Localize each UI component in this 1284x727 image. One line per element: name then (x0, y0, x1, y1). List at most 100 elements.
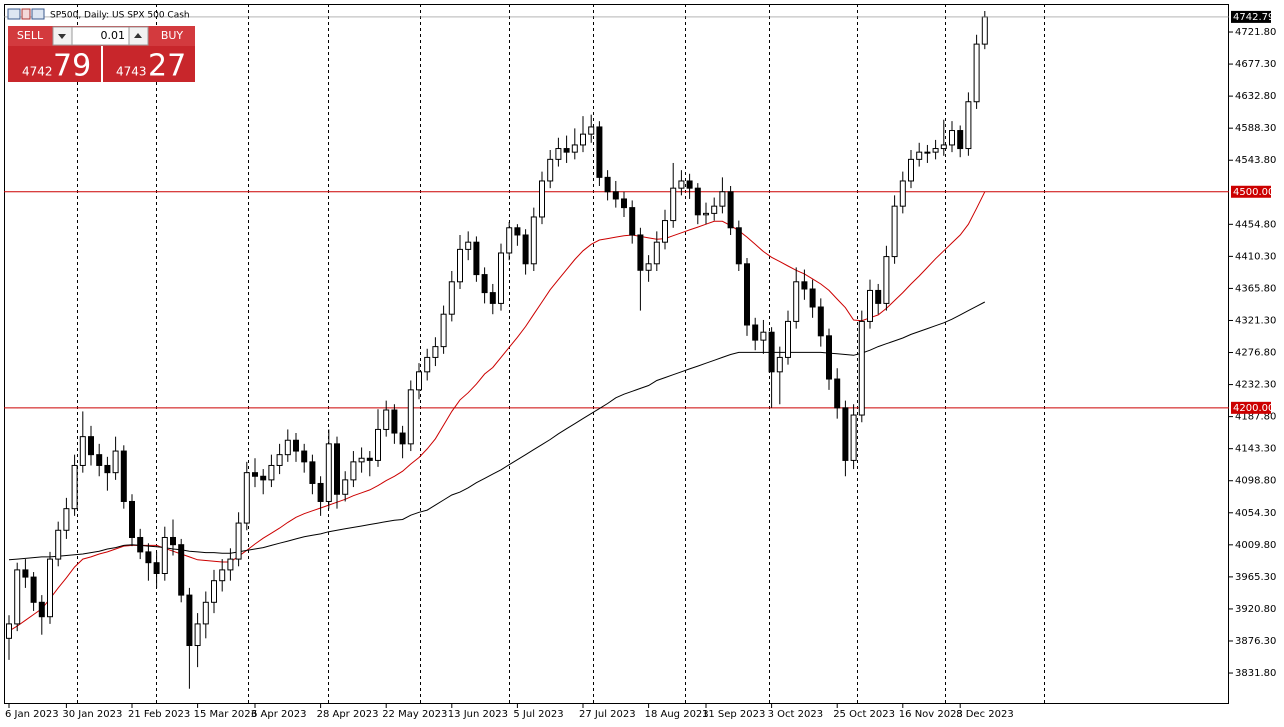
candle-body (96, 454, 103, 466)
candle-body (473, 241, 480, 276)
level-label: 4200.00 (1233, 403, 1274, 414)
y-tick-label: 4677.30 (1235, 59, 1276, 70)
y-tick-label: 4410.30 (1235, 251, 1276, 262)
candle-body (694, 187, 701, 216)
candle-body (768, 331, 775, 373)
buy-button[interactable]: BUY (161, 29, 184, 42)
candle-body (202, 601, 209, 625)
volume-value: 0.01 (101, 29, 126, 42)
y-tick-label: 4321.30 (1235, 315, 1276, 326)
candle-body (153, 562, 160, 574)
candle-body (727, 191, 734, 229)
candle-body (981, 16, 988, 45)
candle-body (621, 198, 627, 209)
last-price-label: 4742.79 (1233, 12, 1274, 23)
candle-body (506, 227, 513, 254)
ask-main: 4743 (116, 65, 147, 79)
candle-body (325, 443, 332, 502)
candle-body (522, 234, 529, 265)
candle-body (571, 144, 578, 153)
candle-body (932, 148, 939, 153)
candle-body (416, 371, 422, 391)
y-tick-label: 3876.30 (1235, 636, 1276, 647)
x-tick-label: 8 Dec 2023 (956, 709, 1014, 720)
candle-body (834, 378, 841, 409)
candle-body (891, 205, 898, 258)
candle-body (440, 313, 447, 348)
candle-body (867, 289, 873, 322)
plot-frame (4, 4, 1229, 704)
candle-body (186, 594, 193, 647)
y-tick-label: 4543.80 (1235, 155, 1276, 166)
header: SP500, Daily: US SPX 500 Cash (7, 8, 190, 21)
x-tick-label: 3 Oct 2023 (768, 709, 823, 720)
candle-body (760, 331, 767, 341)
candle-body (637, 234, 644, 271)
candle-body (530, 216, 537, 265)
arrow (58, 34, 66, 39)
candle-body (949, 130, 955, 146)
candle-body (88, 436, 94, 456)
candle-body (735, 227, 742, 265)
candle-body (276, 454, 283, 466)
y-tick-label: 4143.30 (1235, 444, 1276, 455)
candle-body (498, 252, 504, 304)
y-tick-label: 4276.80 (1235, 348, 1276, 359)
candle-body (243, 472, 250, 524)
x-tick-label: 5 Jul 2023 (513, 709, 563, 720)
x-tick-label: 6 Jan 2023 (5, 709, 59, 720)
candle-body (817, 306, 824, 337)
y-tick-label: 4454.80 (1235, 219, 1276, 230)
candle-body (555, 148, 562, 160)
candle-body (219, 569, 226, 582)
icon (21, 8, 31, 20)
marks (4, 10, 1229, 689)
candle-body (71, 464, 78, 510)
candle-body (916, 151, 923, 160)
candle-body (514, 227, 521, 236)
x-tick-label: 27 Jul 2023 (579, 709, 636, 720)
candle-body (120, 450, 127, 502)
x-tick-label: 13 Jun 2023 (448, 709, 508, 720)
candle-body (383, 409, 390, 430)
candle-body (129, 500, 135, 538)
sell-button[interactable]: SELL (17, 29, 44, 42)
y-tick-label: 4187.80 (1235, 412, 1276, 423)
candle-body (268, 464, 275, 481)
candle-body (858, 320, 865, 416)
candle-body (375, 428, 381, 461)
candle-body (826, 335, 832, 380)
y-tick-label: 3920.80 (1235, 604, 1276, 615)
x-tick-label: 25 Oct 2023 (833, 709, 895, 720)
candle-body (235, 522, 242, 560)
candle-body (227, 558, 234, 571)
y-tick-label: 3965.30 (1235, 572, 1276, 583)
candle-body (547, 158, 554, 182)
candle-body (38, 601, 45, 618)
candle-body (809, 288, 816, 308)
x-tick-label: 28 Apr 2023 (317, 709, 379, 720)
candle-body (481, 274, 488, 294)
candle-body (489, 292, 496, 304)
x-tick-label: 21 Feb 2023 (128, 709, 190, 720)
candle-body (350, 461, 357, 481)
candle-body (309, 461, 316, 484)
candle-body (883, 256, 890, 304)
candle-body (145, 551, 152, 564)
y-tick-label: 4054.30 (1235, 508, 1276, 519)
candle-body (801, 281, 808, 290)
candle-body (842, 407, 849, 461)
candle-body (407, 389, 414, 445)
candle-body (63, 508, 70, 531)
candle-body (252, 472, 258, 477)
y-tick-label: 4232.30 (1235, 380, 1276, 391)
candle-body (284, 439, 291, 456)
candle-body (112, 450, 119, 474)
candle-body (670, 187, 677, 222)
candle-body (719, 191, 726, 207)
moving-average-line (8, 191, 986, 632)
candle-body (629, 207, 636, 236)
level-label: 4500.00 (1233, 187, 1274, 198)
candle-body (161, 536, 168, 574)
